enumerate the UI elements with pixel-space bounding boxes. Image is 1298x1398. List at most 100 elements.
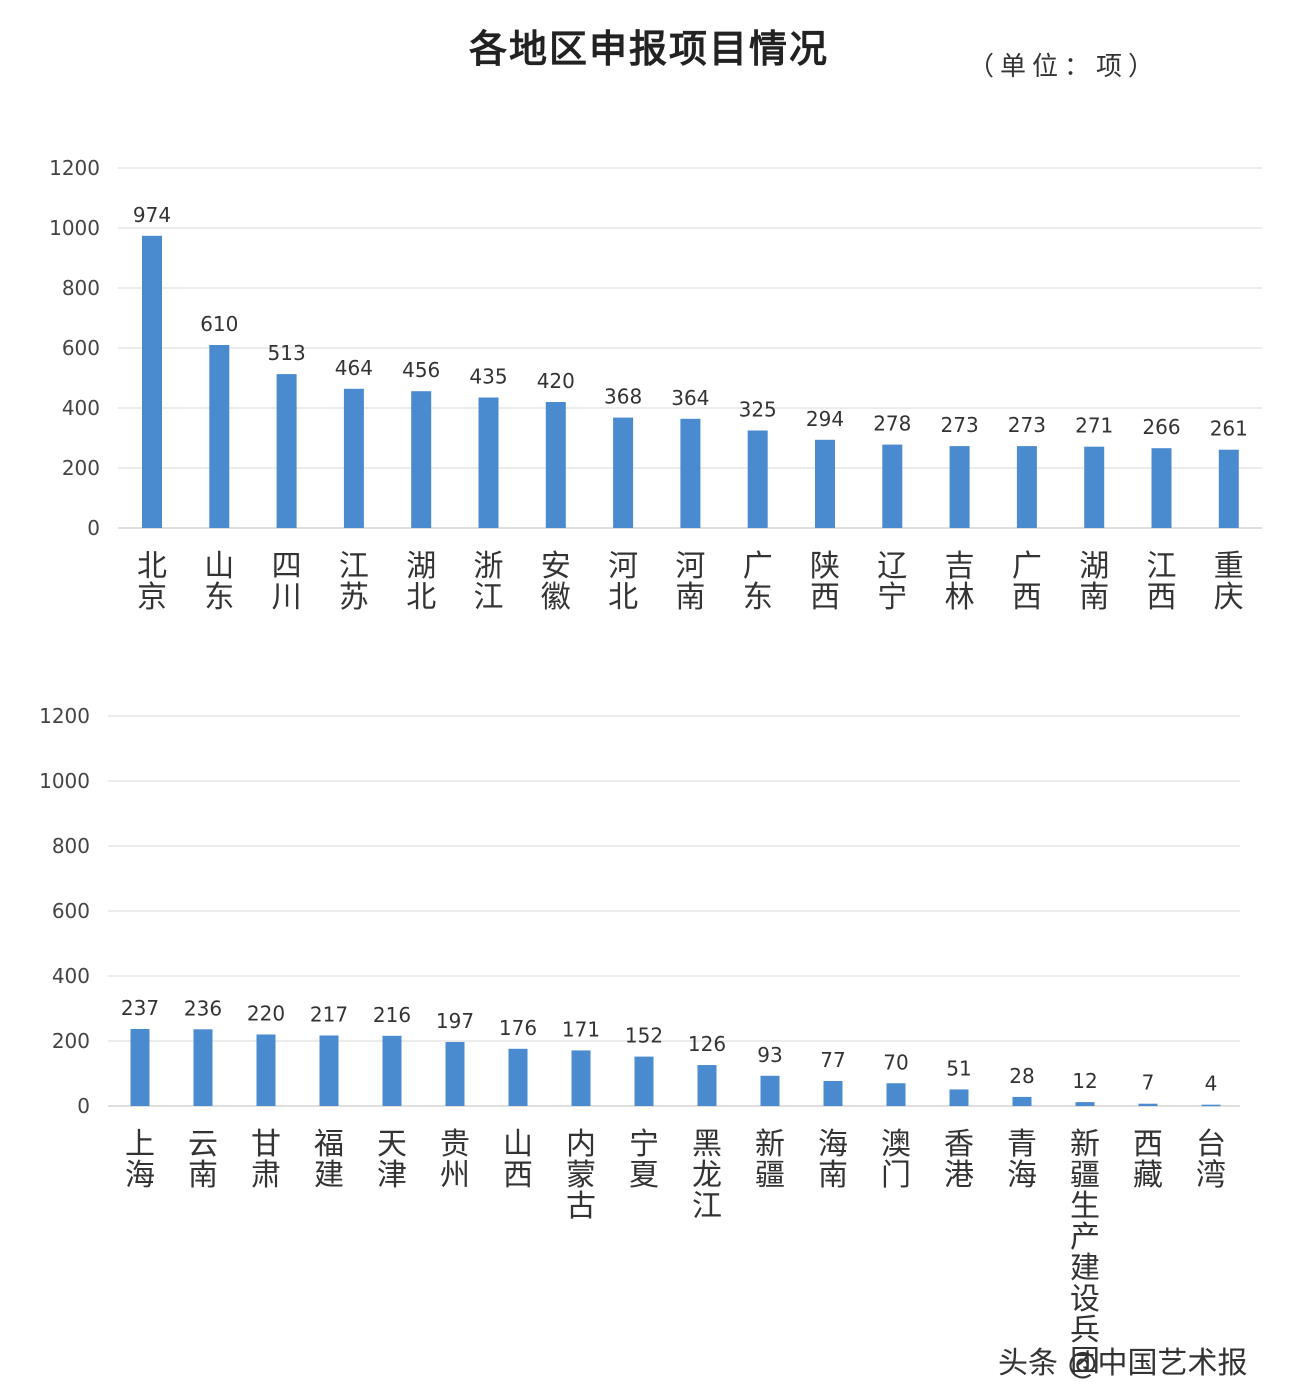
bar	[445, 1041, 465, 1106]
bar	[1075, 1102, 1095, 1106]
data-label: 435	[469, 365, 507, 389]
bar	[886, 1083, 906, 1106]
category-label: 广西	[1012, 549, 1042, 615]
category-label: 山东	[204, 549, 234, 615]
bar	[545, 402, 566, 528]
bar	[382, 1035, 402, 1106]
category-label: 海南	[818, 1127, 848, 1193]
bar	[256, 1034, 276, 1106]
category-label: 云南	[188, 1127, 218, 1193]
bar	[571, 1050, 591, 1106]
data-label: 464	[335, 356, 373, 380]
y-tick-label: 600	[52, 899, 90, 923]
category-label: 山西	[503, 1127, 533, 1193]
data-label: 420	[537, 369, 575, 393]
bar	[276, 374, 297, 528]
category-label: 北京	[137, 549, 167, 615]
y-tick-label: 200	[62, 456, 100, 480]
watermark: 头条 @中国艺术报	[998, 1346, 1248, 1381]
unit-label: （单位：项）	[968, 52, 1161, 82]
category-label: 内蒙古	[566, 1127, 596, 1224]
bar	[1084, 446, 1105, 528]
data-label: 152	[625, 1024, 663, 1048]
data-label: 126	[688, 1032, 726, 1056]
y-tick-label: 800	[62, 276, 100, 300]
bar	[130, 1028, 150, 1106]
category-label: 湖南	[1079, 549, 1109, 615]
y-tick-label: 400	[52, 964, 90, 988]
data-label: 28	[1009, 1064, 1034, 1088]
category-label: 浙江	[474, 549, 504, 615]
category-label: 贵州	[440, 1127, 470, 1193]
data-label: 974	[133, 203, 171, 227]
category-label: 宁夏	[629, 1127, 659, 1193]
category-label: 辽宁	[877, 549, 907, 615]
category-label: 台湾	[1196, 1127, 1226, 1193]
category-label: 广东	[743, 549, 773, 615]
category-label: 安徽	[541, 549, 571, 615]
category-label: 甘肃	[251, 1127, 281, 1193]
y-tick-label: 800	[52, 834, 90, 858]
category-label: 江西	[1147, 549, 1177, 615]
data-label: 610	[200, 312, 238, 336]
bar	[1218, 449, 1239, 528]
bar	[634, 1056, 654, 1106]
category-label: 香港	[944, 1127, 974, 1193]
category-label: 湖北	[406, 549, 436, 615]
data-label: 4	[1205, 1072, 1218, 1096]
data-label: 237	[121, 996, 159, 1020]
category-label: 河北	[608, 549, 638, 615]
bar	[949, 446, 970, 528]
y-tick-label: 1000	[39, 769, 90, 793]
category-label: 新疆	[755, 1127, 785, 1193]
data-label: 236	[184, 996, 222, 1020]
category-label: 澳门	[881, 1127, 911, 1193]
data-label: 325	[739, 398, 777, 422]
bar	[949, 1089, 969, 1106]
data-label: 273	[1008, 413, 1046, 437]
gridlines	[108, 715, 1240, 1107]
data-label: 261	[1210, 417, 1248, 441]
category-label: 江苏	[339, 549, 369, 615]
bar	[747, 430, 768, 528]
data-label: 220	[247, 1002, 285, 1026]
bar	[1151, 448, 1172, 528]
bar	[823, 1080, 843, 1106]
chart-title: 各地区申报项目情况	[468, 27, 829, 71]
data-label: 7	[1142, 1071, 1155, 1095]
bar	[1016, 446, 1037, 528]
category-label: 新疆生产建设兵团	[1070, 1127, 1100, 1379]
category-label: 天津	[377, 1127, 407, 1193]
data-label: 70	[883, 1050, 908, 1074]
category-label: 青海	[1007, 1127, 1037, 1193]
bar	[142, 235, 162, 529]
y-tick-label: 200	[52, 1029, 90, 1053]
data-label: 368	[604, 385, 642, 409]
bar	[613, 417, 634, 528]
bar	[697, 1065, 717, 1106]
y-tick-label: 1200	[39, 704, 90, 728]
y-tick-label: 0	[77, 1094, 90, 1118]
bar	[680, 418, 701, 528]
data-label: 176	[499, 1016, 537, 1040]
bar	[343, 388, 364, 528]
bar	[760, 1075, 780, 1106]
bar	[508, 1048, 528, 1106]
category-label: 重庆	[1214, 549, 1244, 615]
data-label: 12	[1072, 1069, 1097, 1093]
category-label: 西藏	[1133, 1127, 1163, 1193]
data-label: 273	[941, 413, 979, 437]
category-label: 陕西	[810, 549, 840, 615]
bar	[815, 439, 835, 528]
y-tick-label: 1200	[49, 156, 100, 180]
category-label: 吉林	[945, 549, 975, 615]
category-label: 黑龙江	[692, 1127, 722, 1224]
data-label: 294	[806, 407, 844, 431]
bar	[882, 444, 903, 528]
bar	[209, 345, 230, 528]
data-label: 197	[436, 1009, 474, 1033]
bar-chart-top: 0 200 400 600 800 1000 1200 974 北京 610 山东 513 四川 464 江…	[49, 156, 1262, 615]
category-label: 河南	[675, 549, 705, 615]
category-label: 福建	[314, 1127, 344, 1193]
y-tick-label: 0	[87, 516, 100, 540]
